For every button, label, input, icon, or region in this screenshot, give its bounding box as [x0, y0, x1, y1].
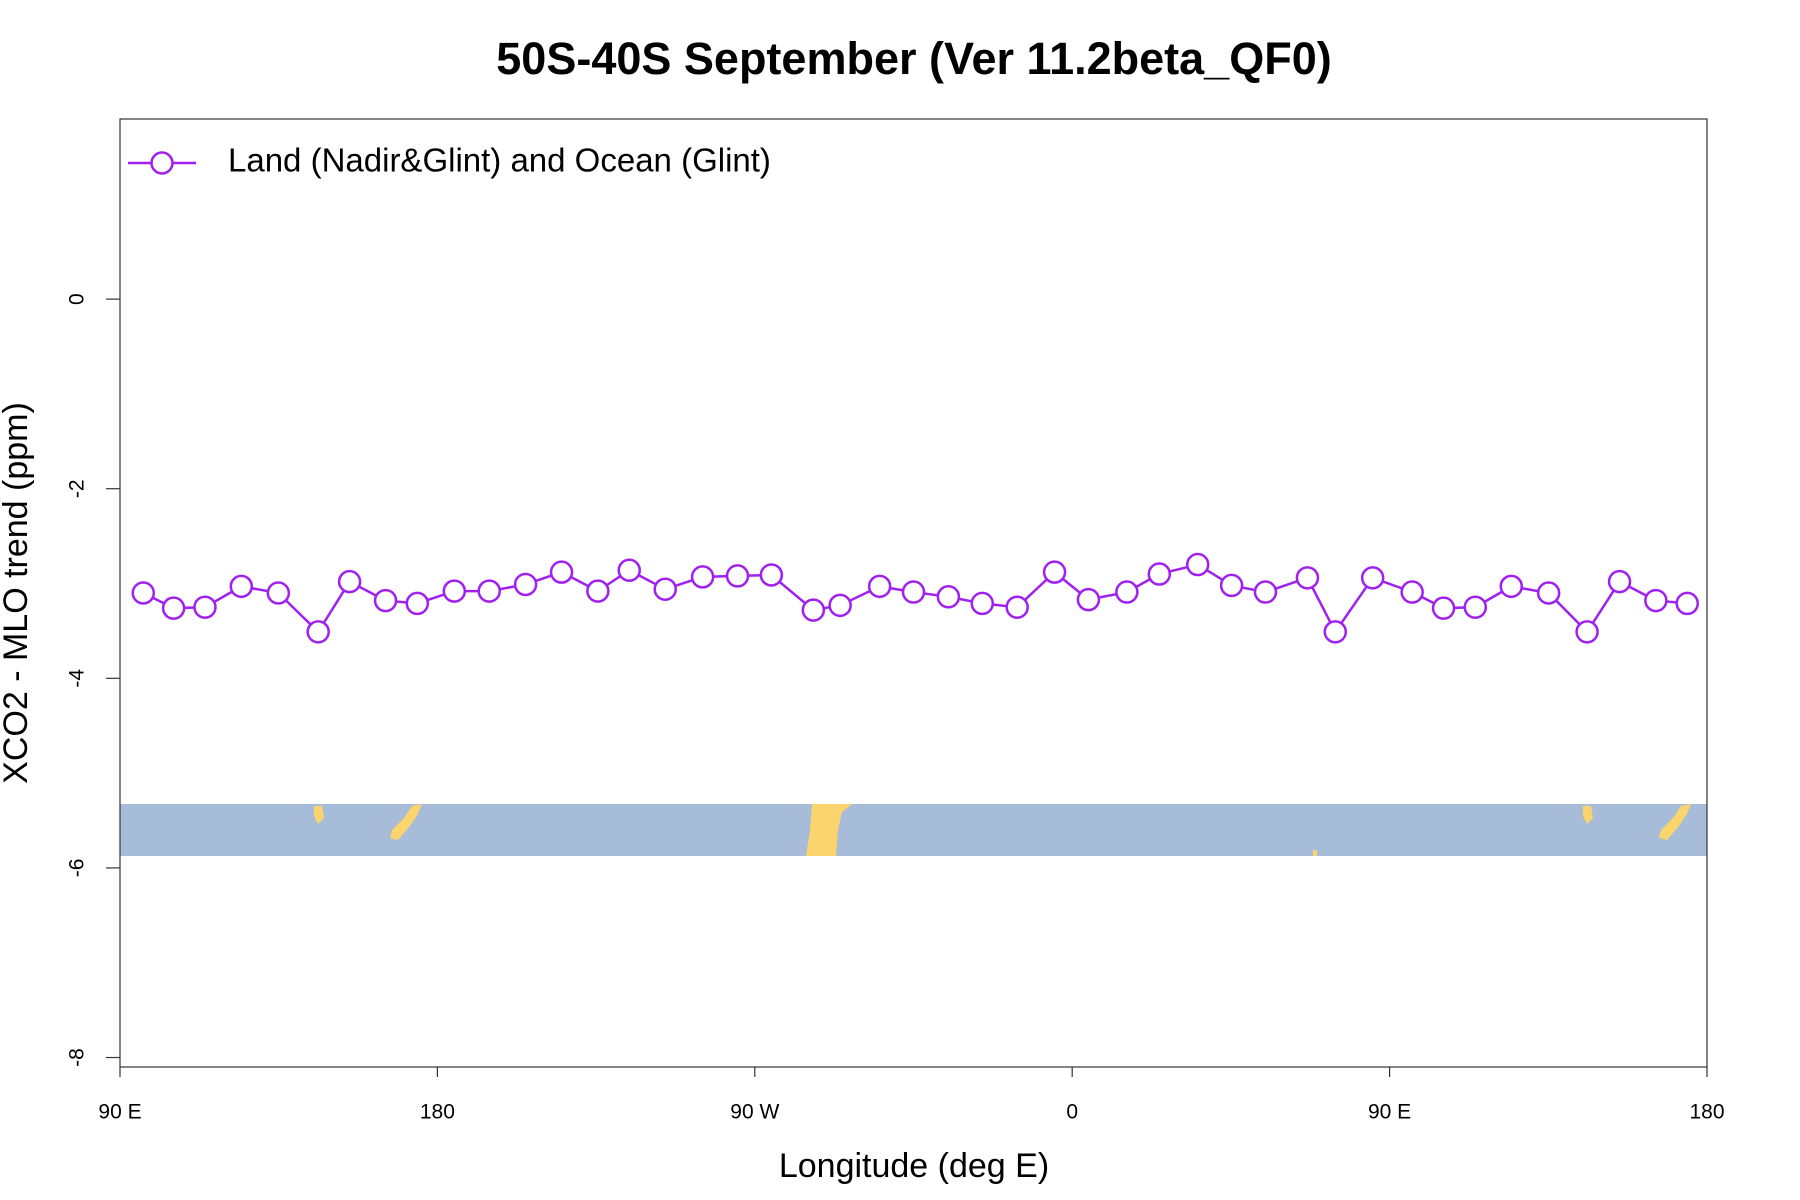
data-point: [1005, 595, 1029, 619]
data-point: [477, 579, 501, 603]
data-point: [1431, 596, 1456, 620]
data-point: [725, 564, 750, 588]
legend-marker: [150, 151, 174, 175]
data-point: [1400, 580, 1424, 604]
data-point: [161, 596, 186, 620]
data-point: [1323, 620, 1348, 644]
data-point: [1463, 595, 1488, 619]
y-tick-label: -6: [66, 859, 89, 878]
data-point: [936, 585, 961, 609]
data-point: [1644, 588, 1668, 613]
map-strip: [120, 804, 1707, 856]
data-point: [1185, 552, 1210, 577]
data-point: [759, 563, 784, 587]
data-point: [1607, 569, 1632, 594]
data-point: [1147, 562, 1172, 586]
data-point: [1499, 574, 1524, 599]
x-tick-label: 180: [420, 1101, 455, 1124]
land: [1313, 850, 1317, 856]
ocean-band: [120, 804, 1707, 856]
legend-label: Land (Nadir&Glint) and Ocean (Glint): [228, 142, 771, 179]
y-tick-label: -4: [66, 669, 89, 688]
land: [314, 806, 324, 824]
y-tick-label: -8: [66, 1048, 89, 1067]
x-tick-label: 0: [1066, 1101, 1078, 1124]
plot-frame: [119, 118, 1708, 1068]
data-point: [617, 558, 642, 582]
x-tick-label: 90 W: [730, 1101, 779, 1124]
land: [1659, 804, 1691, 840]
data-point: [1360, 566, 1385, 590]
data-point: [442, 579, 467, 603]
data-point: [1253, 580, 1278, 604]
y-tick-label: 0: [66, 293, 89, 305]
data-point: [801, 598, 826, 622]
data-point: [193, 595, 217, 619]
data-point: [513, 572, 538, 597]
data-point: [1575, 620, 1599, 644]
data-point: [229, 574, 254, 599]
data-point: [1536, 581, 1561, 605]
y-axis-label: XCO2 - MLO trend (ppm): [0, 402, 35, 784]
data-point: [1115, 580, 1139, 604]
data-point: [970, 591, 995, 616]
data-point: [266, 581, 291, 605]
land: [806, 804, 852, 856]
data-point: [1076, 587, 1101, 612]
y-tick-label: -2: [66, 479, 89, 498]
x-tick-label: 90 E: [98, 1101, 141, 1124]
land: [390, 804, 422, 840]
data-point: [131, 581, 156, 605]
land: [1583, 806, 1593, 824]
x-tick-label: 90 E: [1368, 1101, 1411, 1124]
x-tick-label: 180: [1689, 1101, 1724, 1124]
data-point: [549, 560, 574, 584]
data-point: [867, 574, 892, 599]
x-axis-label: Longitude (deg E): [779, 1147, 1049, 1185]
data-point: [1042, 560, 1067, 584]
data-point: [690, 565, 715, 589]
chart-title: 50S-40S September (Ver 11.2beta_QF0): [496, 33, 1331, 84]
data-point: [901, 580, 926, 604]
data-point: [1219, 573, 1244, 598]
data-point: [337, 569, 362, 594]
data-point: [828, 593, 852, 618]
data-point: [586, 579, 610, 603]
data-point: [405, 591, 430, 616]
data-point: [1675, 591, 1700, 616]
data-point: [1295, 566, 1320, 590]
data-point: [306, 620, 330, 644]
data-point: [373, 588, 398, 613]
data-point: [653, 577, 677, 601]
